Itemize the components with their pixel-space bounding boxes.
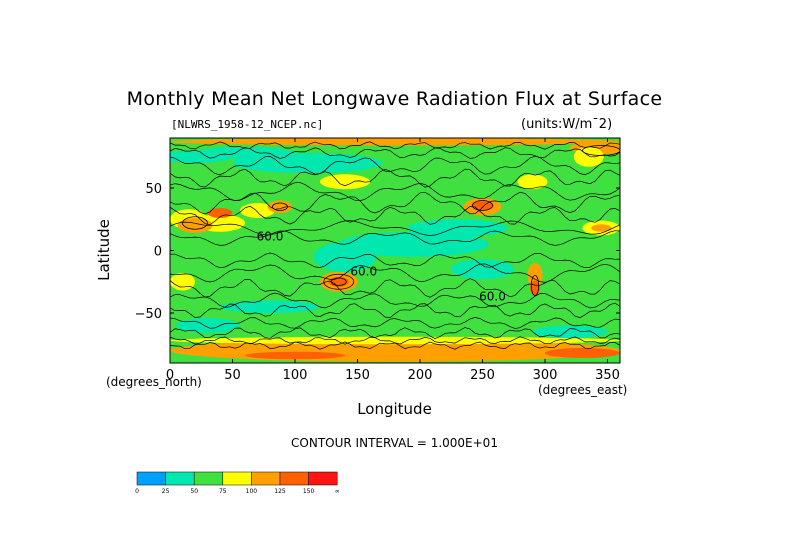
x-tick-label: 300 <box>533 368 558 383</box>
colorbar-swatch <box>193 471 224 486</box>
contour-line-17 <box>170 141 620 150</box>
x-tick-label: 200 <box>408 368 433 383</box>
colorbar-swatch <box>251 471 281 486</box>
x-tick-label: 150 <box>345 368 370 383</box>
canada-yellow <box>517 174 548 190</box>
contour-line-7 <box>170 230 620 246</box>
colorbar: 0 25 50 75 100 125 150 ∞ <box>135 471 340 495</box>
colorbar-swatch <box>136 471 166 486</box>
contour-line-16 <box>170 341 620 350</box>
contour-line-14 <box>170 327 620 339</box>
colorbar-tick-label: 0 <box>135 488 139 495</box>
antarctica-red <box>545 348 620 358</box>
sahara-orange <box>177 218 213 233</box>
greenland-yellow <box>573 146 604 167</box>
colorbar-tick-label: 50 <box>190 488 198 495</box>
contour-line-2 <box>170 168 620 188</box>
siberia-yellow <box>320 174 370 190</box>
colorbar-swatch <box>222 471 252 486</box>
colorbar-tick-label: 75 <box>219 488 227 495</box>
antarctica-rim-yellow <box>170 336 620 345</box>
y-tick-label: 0 <box>154 245 162 260</box>
contour-ring-5 <box>582 145 620 156</box>
contour-line-11 <box>170 292 620 309</box>
contour-line-8 <box>170 252 620 269</box>
colorbar-swatch <box>308 471 338 486</box>
colorbar-tick-label: 150 <box>303 488 315 495</box>
contour-line-9 <box>170 263 620 283</box>
contour-ring-1 <box>330 277 347 286</box>
contour-line-5 <box>170 205 620 225</box>
units-label: (units:W/m¯2) <box>521 117 613 132</box>
colorbar-tick-label: 25 <box>162 488 170 495</box>
axis-ticks: 0 50 100 150 200 250 300 350 50 0 −50 <box>135 138 620 383</box>
tibet-orange <box>267 200 293 213</box>
arctic-rim-orange <box>170 138 620 146</box>
warm-pool-cyan <box>313 241 377 272</box>
pacific-cyan <box>338 231 489 257</box>
file-label: [NLWRS_1958-12_NCEP.nc] <box>171 118 324 131</box>
x-tick-label: 0 <box>166 368 174 383</box>
x-units-label: (degrees_north) <box>106 375 202 389</box>
contour-line-13 <box>170 317 620 329</box>
x-tick-label: 100 <box>283 368 308 383</box>
contour-ring-3 <box>182 216 208 230</box>
contour-ring-2 <box>472 200 493 211</box>
y-tick-label: 50 <box>145 182 162 197</box>
x-axis-label: Longitude <box>357 400 432 418</box>
contour-line-10 <box>170 278 620 298</box>
contour-labels: 60.0 60.0 60.0 <box>257 230 506 304</box>
contour-value-label: 60.0 <box>350 265 377 279</box>
arabia-red <box>207 208 233 218</box>
contour-ring-4 <box>530 275 540 296</box>
contour-line-4 <box>170 191 620 215</box>
antarctica-red-2 <box>245 351 345 360</box>
colorbar-swatch <box>279 471 309 486</box>
south-atlantic-cyan <box>176 318 239 333</box>
contour-line-0 <box>170 147 620 159</box>
flux-field <box>170 138 620 363</box>
contour-interval-label: CONTOUR INTERVAL = 1.000E+01 <box>291 436 498 450</box>
contour-line-1 <box>170 155 620 176</box>
indian-cyan <box>220 300 320 313</box>
contour-line-12 <box>170 302 620 319</box>
north-atlantic-cyan <box>170 150 233 163</box>
x-tick-label: 250 <box>470 368 495 383</box>
x-tick-label: 350 <box>595 368 620 383</box>
colorbar-swatch <box>165 471 195 486</box>
colorbar-tick-label: 125 <box>274 488 286 495</box>
east-units-label: (degrees_east) <box>538 383 628 397</box>
namibia-yellow <box>170 273 195 291</box>
colorbar-tick-label: ∞ <box>335 488 340 495</box>
atlantic-orange <box>591 224 612 232</box>
contour-value-label: 60.0 <box>257 230 284 244</box>
chart-title: Monthly Mean Net Longwave Radiation Flux… <box>126 88 663 110</box>
y-tick-label: −50 <box>135 307 162 322</box>
x-tick-label: 50 <box>224 368 241 383</box>
colorbar-tick-label: 100 <box>246 488 258 495</box>
contour-ring-6 <box>272 202 288 211</box>
contour-value-label: 60.0 <box>479 290 506 304</box>
contour-line-3 <box>170 182 620 202</box>
contour-line-6 <box>170 220 620 236</box>
contour-ring-0 <box>323 273 355 290</box>
